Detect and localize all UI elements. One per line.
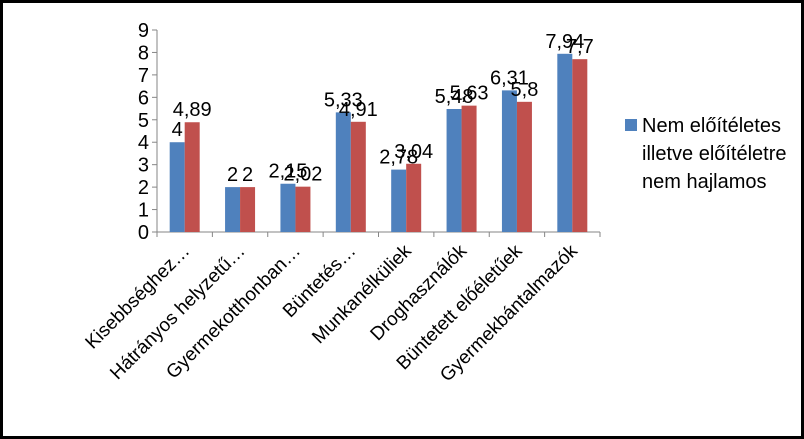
bar-series-2 — [350, 121, 366, 232]
data-label: 5,8 — [511, 79, 539, 101]
legend-swatch — [625, 119, 637, 131]
bar-series-2 — [240, 187, 256, 232]
bar-series-1 — [557, 53, 573, 233]
data-label: 2,15 — [268, 161, 307, 183]
y-tick-label: 6 — [138, 87, 149, 109]
bar-series-1 — [335, 112, 351, 232]
legend: Nem előítéletes illetve előítéletre nem … — [625, 112, 800, 196]
y-tick-label: 0 — [138, 222, 149, 244]
bar-series-2 — [572, 59, 588, 232]
bar-series-1 — [391, 169, 407, 232]
bar-series-1 — [225, 187, 241, 232]
y-tick-label: 2 — [138, 177, 149, 199]
bar-series-1 — [446, 109, 462, 232]
bar-series-2 — [184, 122, 200, 232]
y-tick-label: 3 — [138, 155, 149, 177]
data-label: 3,04 — [394, 141, 433, 163]
data-label: 4 — [172, 119, 183, 141]
data-label: 6,31 — [490, 67, 529, 89]
data-label: 2 — [227, 164, 238, 186]
y-tick-label: 9 — [138, 20, 149, 42]
bar-series-1 — [280, 183, 296, 232]
data-label: 2,78 — [379, 147, 418, 169]
legend-label: Nem előítéletes illetve előítéletre nem … — [642, 115, 787, 193]
data-label: 5,63 — [450, 83, 489, 105]
data-label: 7,7 — [566, 36, 594, 58]
category-label: Munkanélküliek — [308, 240, 416, 348]
y-tick-label: 1 — [138, 200, 149, 222]
category-label: Droghasználók — [367, 240, 472, 345]
data-label: 2,02 — [283, 164, 322, 186]
y-tick-label: 4 — [138, 132, 149, 154]
bar-series-1 — [501, 90, 517, 233]
data-label: 5,48 — [435, 86, 474, 108]
data-label: 5,33 — [324, 89, 363, 111]
data-label: 4,91 — [339, 99, 378, 121]
bar-series-2 — [406, 163, 422, 232]
y-tick-label: 5 — [138, 110, 149, 132]
y-tick-label: 8 — [138, 42, 149, 64]
data-label: 4,89 — [173, 99, 212, 121]
bar-series-1 — [169, 142, 185, 232]
data-label: 7,94 — [545, 31, 584, 53]
bar-series-2 — [461, 105, 477, 232]
y-tick-label: 7 — [138, 65, 149, 87]
data-label: 2 — [242, 164, 253, 186]
bar-series-2 — [295, 186, 311, 232]
bar-series-2 — [516, 101, 532, 232]
